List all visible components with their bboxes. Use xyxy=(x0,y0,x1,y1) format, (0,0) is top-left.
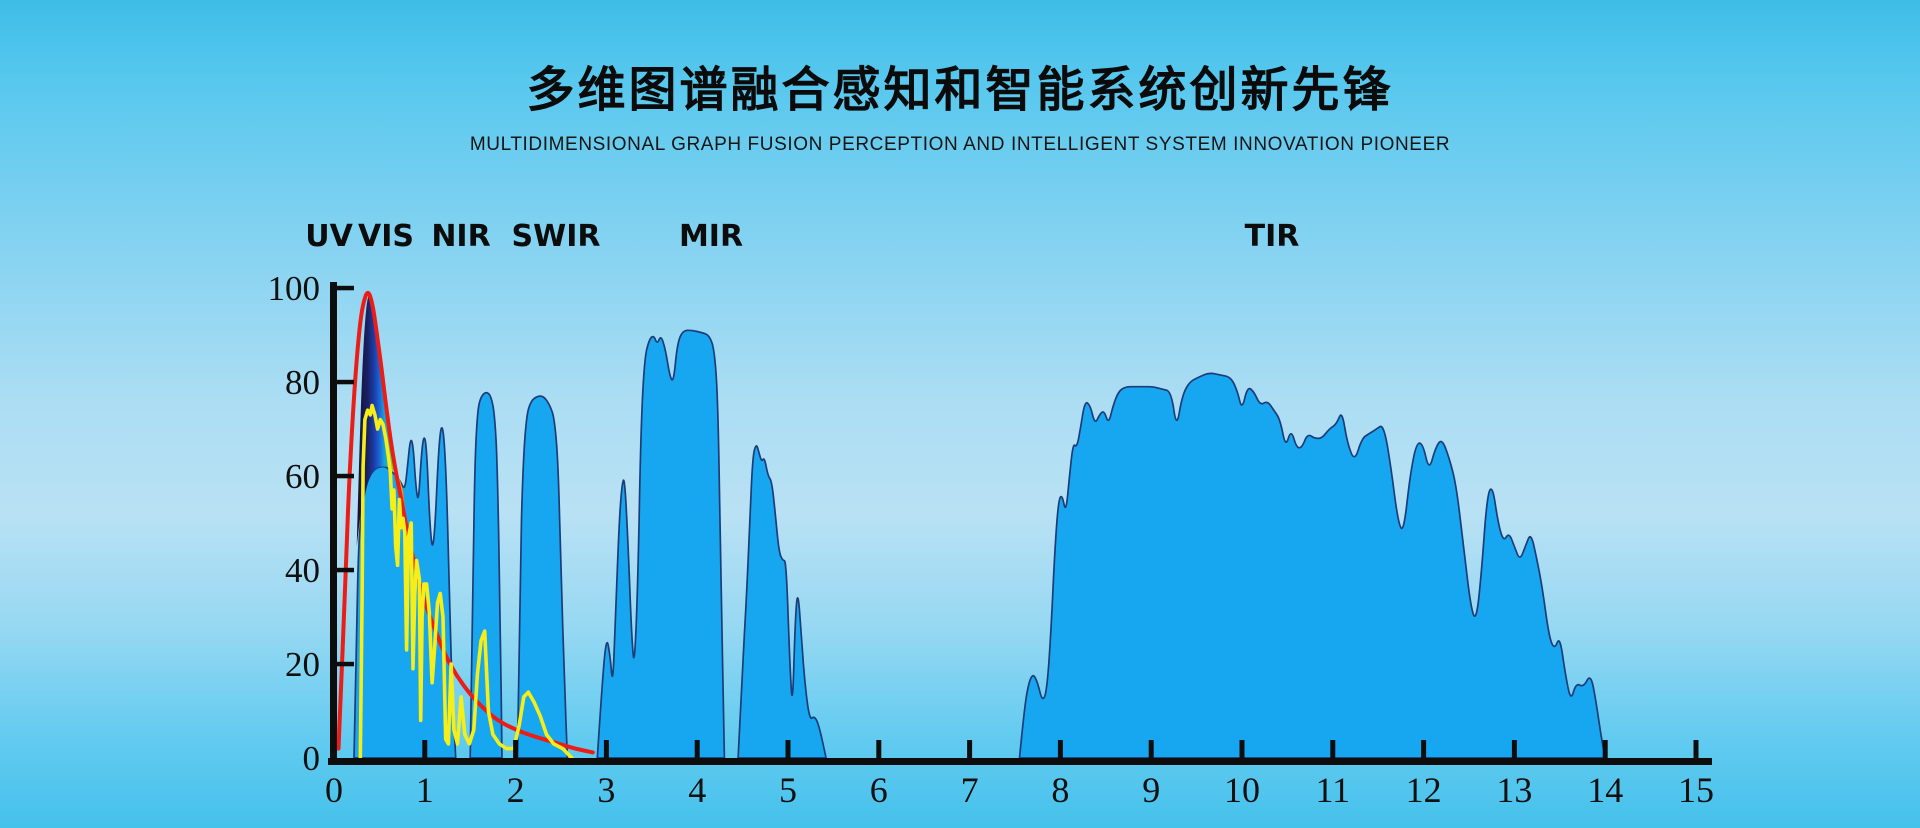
tick-label: 40 xyxy=(285,551,320,590)
tick-label: 5 xyxy=(779,770,797,810)
tick-label: 12 xyxy=(1406,770,1442,810)
tick-label: 10 xyxy=(1224,770,1260,810)
tick-label: 9 xyxy=(1142,770,1160,810)
transmission-window xyxy=(1018,372,1607,759)
tick-label: 20 xyxy=(285,645,320,684)
transmission-window xyxy=(516,395,569,759)
tick-label: 60 xyxy=(285,457,320,496)
transmission-window xyxy=(596,329,726,759)
page-subtitle: MULTIDIMENSIONAL GRAPH FUSION PERCEPTION… xyxy=(469,134,1451,155)
tick-label: 0 xyxy=(325,770,343,810)
tick-label: 4 xyxy=(688,770,706,810)
tick-label: 11 xyxy=(1315,770,1350,810)
page-title: 多维图谱融合感知和智能系统创新先锋 xyxy=(526,64,1394,117)
tick-label: 6 xyxy=(870,770,888,810)
tick-label: 3 xyxy=(597,770,615,810)
tick-label: 8 xyxy=(1051,770,1069,810)
transmission-window xyxy=(737,445,827,759)
solar-surface-curve xyxy=(358,403,574,760)
tick-label: 7 xyxy=(961,770,979,810)
tick-label: 100 xyxy=(268,269,321,308)
tick-label: 0 xyxy=(303,739,321,778)
tick-label: 80 xyxy=(285,363,320,402)
solar-envelope-curve xyxy=(336,290,595,755)
tick-label: 2 xyxy=(507,770,525,810)
tick-label: 15 xyxy=(1678,770,1714,810)
tick-label: 1 xyxy=(416,770,434,810)
tick-label: 13 xyxy=(1496,770,1532,810)
tick-label: 14 xyxy=(1587,770,1623,810)
page-header: 多维图谱融合感知和智能系统创新先锋 MULTIDIMENSIONAL GRAPH… xyxy=(0,0,1920,156)
